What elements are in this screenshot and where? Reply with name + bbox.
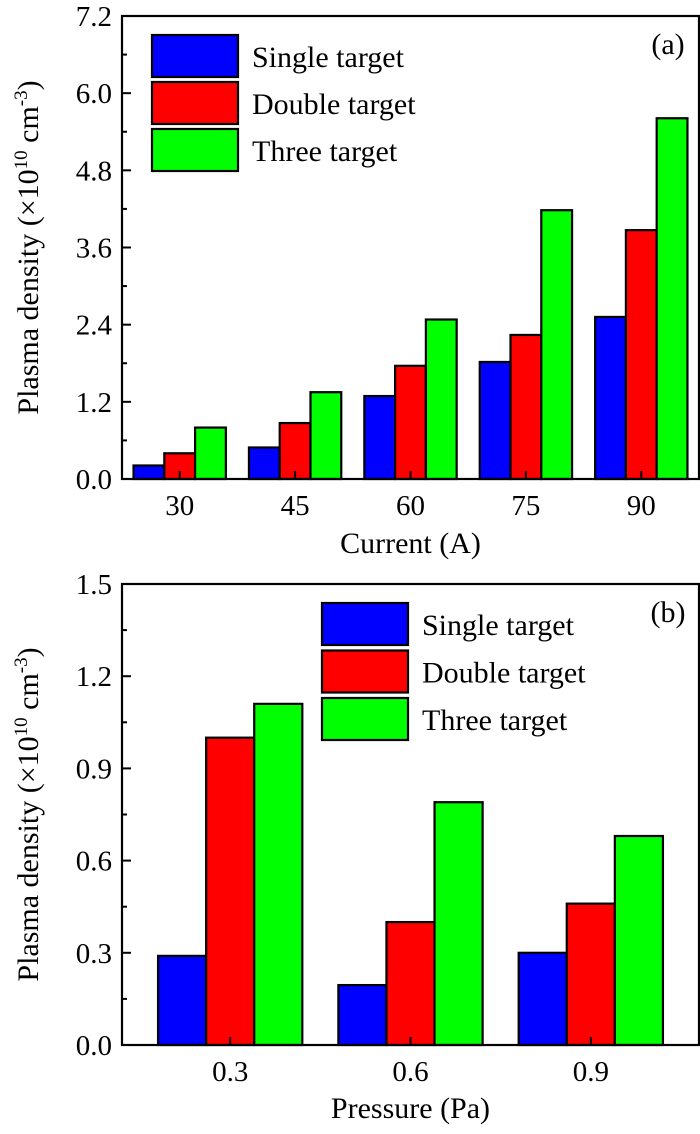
y-title-exp2: -3 (11, 657, 32, 673)
x-tick-label: 45 (281, 490, 310, 522)
y-tick-label: 0.3 (76, 938, 112, 970)
bar-three-target-90 (655, 117, 689, 481)
bar-double-target-90 (624, 229, 658, 481)
x-tick-label: 0.6 (392, 1056, 428, 1088)
x-tick-label: 75 (511, 490, 540, 522)
legend-swatch-double-target (320, 649, 410, 694)
x-tick-label: 0.9 (573, 1056, 609, 1088)
legend-swatch-three-target (150, 127, 240, 173)
y-title-exp2: -3 (11, 90, 32, 106)
y-tick-label: 1.2 (76, 387, 112, 419)
legend-label: Single target (252, 41, 405, 74)
bar-three-target-45 (309, 391, 343, 481)
bar-three-target-0.9 (613, 834, 665, 1047)
legend: Single target Double target Three target (320, 601, 586, 742)
panel-a: 0.0 1.2 2.4 3.6 4.8 6.0 7.2 30 45 60 75 90 Current (… (11, 1, 700, 560)
panel-b: 0.0 0.3 0.6 0.9 1.2 1.5 0.3 0.6 0.9 Pressure (Pa)… (11, 569, 700, 1125)
y-title-end: ) (12, 80, 45, 90)
y-axis-title: Plasma density (×1010 cm-3) (11, 80, 45, 414)
bar-three-target-60 (424, 318, 458, 481)
panel-label: (a) (651, 28, 684, 61)
x-tick-label: 0.3 (212, 1056, 248, 1088)
bar-single-target-0.6 (337, 983, 388, 1047)
x-tick-label: 30 (165, 490, 194, 522)
y-tick-label: 1.2 (76, 661, 112, 693)
y-tick-label: 2.4 (76, 310, 113, 342)
panel-label: (b) (651, 596, 686, 629)
y-title-exp1: 10 (11, 717, 32, 736)
bar-single-target-0.9 (517, 951, 568, 1047)
legend-label: Double target (252, 88, 416, 121)
bar-double-target-75 (509, 333, 543, 481)
y-tick-label: 0.6 (76, 846, 112, 878)
bar-three-target-30 (193, 426, 227, 481)
y-title-main: Plasma density (×10 (12, 736, 45, 981)
y-tick-label: 0.0 (76, 464, 112, 496)
legend-swatch-double-target (150, 80, 240, 126)
bar-double-target-0.6 (385, 920, 436, 1047)
bar-double-target-45 (278, 421, 312, 481)
x-axis-title: Pressure (Pa) (331, 1092, 490, 1125)
legend-label: Three target (422, 704, 568, 737)
y-tick-label: 0.9 (76, 753, 112, 785)
bar-single-target-0.3 (156, 954, 208, 1047)
y-tick-label: 0.0 (76, 1030, 112, 1062)
y-title-main: Plasma density (×10 (12, 169, 45, 414)
y-title-end: ) (12, 647, 45, 657)
bar-single-target-75 (478, 360, 512, 481)
y-title-unit: cm (12, 106, 45, 150)
legend-swatch-single-target (320, 601, 410, 647)
legend-label: Single target (422, 609, 575, 642)
bar-single-target-45 (247, 446, 281, 481)
bar-double-target-60 (394, 364, 427, 481)
legend-swatch-three-target (320, 696, 410, 742)
bar-three-target-75 (540, 209, 574, 481)
y-tick-label: 4.8 (76, 155, 112, 187)
bar-single-target-30 (132, 464, 166, 481)
bar-double-target-0.3 (205, 736, 256, 1047)
y-axis-title: Plasma density (×1010 cm-3) (11, 647, 45, 981)
bar-single-target-90 (594, 315, 628, 481)
x-axis-title: Current (A) (340, 527, 481, 560)
x-tick-label: 60 (396, 490, 425, 522)
y-title-unit: cm (12, 673, 45, 717)
legend-label: Double target (422, 657, 586, 690)
y-tick-label: 3.6 (76, 233, 112, 265)
bar-single-target-60 (363, 394, 397, 481)
y-tick-label: 6.0 (76, 78, 112, 110)
bar-double-target-0.9 (565, 902, 616, 1047)
x-tick-label: 90 (627, 490, 656, 522)
y-tick-label: 1.5 (76, 569, 112, 601)
legend-label: Three target (252, 135, 398, 168)
y-tick-label: 7.2 (76, 1, 112, 33)
y-title-exp1: 10 (11, 150, 32, 169)
bar-three-target-0.3 (253, 702, 304, 1047)
legend-swatch-single-target (150, 33, 240, 79)
legend: Single target Double target Three target (150, 33, 416, 173)
bar-three-target-0.6 (433, 801, 484, 1047)
